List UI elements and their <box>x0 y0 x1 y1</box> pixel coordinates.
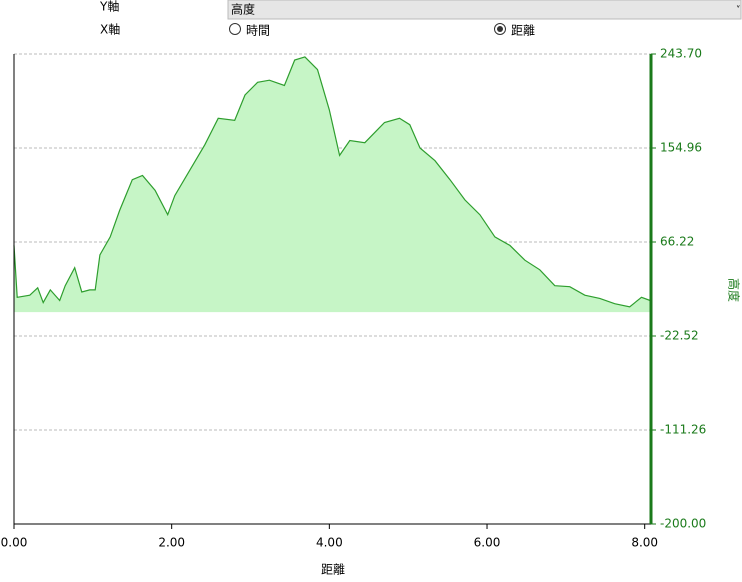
radio[interactable] <box>229 23 241 35</box>
x-tick-label: 6.00 <box>474 536 501 550</box>
y-tick-label: 66.22 <box>660 235 694 249</box>
x-tick-label: 2.00 <box>158 536 185 550</box>
y-tick-label: -22.52 <box>660 329 699 343</box>
radio-label[interactable]: 時間 <box>246 24 270 38</box>
x-tick-label: 8.00 <box>631 536 658 550</box>
y-tick-label: -200.00 <box>660 517 706 531</box>
y-tick-label: 243.70 <box>660 47 702 61</box>
y-axis-control-label: Y軸 <box>99 0 119 14</box>
y-axis-select-value[interactable]: 高度 <box>231 2 255 17</box>
y-axis-select[interactable] <box>227 0 742 20</box>
x-axis-title: 距離 <box>321 563 345 577</box>
area <box>14 56 651 313</box>
radio-dot <box>497 26 503 32</box>
select-arrow[interactable]: ˅ <box>736 6 741 16</box>
x-tick-label: 4.00 <box>316 536 343 550</box>
x-axis-control-label: X軸 <box>100 23 120 37</box>
y-axis-title: 高度 <box>727 278 742 302</box>
x-tick-label: 0.00 <box>1 536 28 550</box>
line <box>13 56 651 308</box>
radio-label[interactable]: 距離 <box>511 24 535 38</box>
y-tick-label: 154.96 <box>660 141 702 155</box>
y-tick-label: -111.26 <box>660 423 706 437</box>
